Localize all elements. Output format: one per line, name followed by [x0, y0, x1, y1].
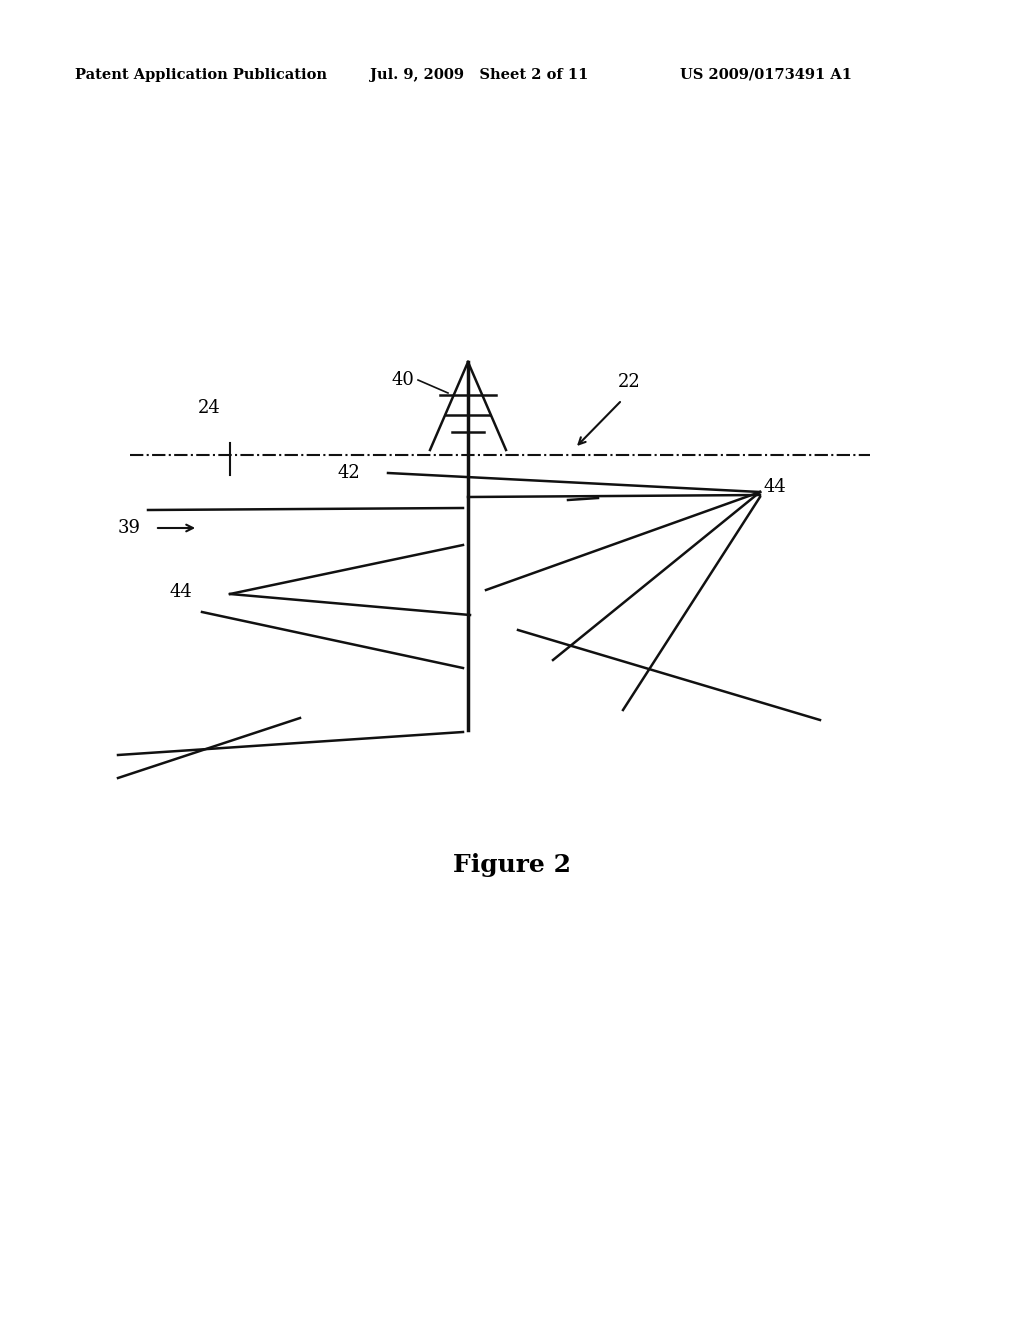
Text: 44: 44: [764, 478, 786, 496]
Text: 24: 24: [198, 399, 221, 417]
Text: Patent Application Publication: Patent Application Publication: [75, 69, 327, 82]
Text: 40: 40: [392, 371, 415, 389]
Text: 42: 42: [338, 465, 360, 482]
Text: 44: 44: [169, 583, 193, 601]
Text: Figure 2: Figure 2: [453, 853, 571, 876]
Text: 39: 39: [118, 519, 141, 537]
Text: Jul. 9, 2009   Sheet 2 of 11: Jul. 9, 2009 Sheet 2 of 11: [370, 69, 589, 82]
Text: US 2009/0173491 A1: US 2009/0173491 A1: [680, 69, 852, 82]
Text: 22: 22: [618, 374, 641, 391]
